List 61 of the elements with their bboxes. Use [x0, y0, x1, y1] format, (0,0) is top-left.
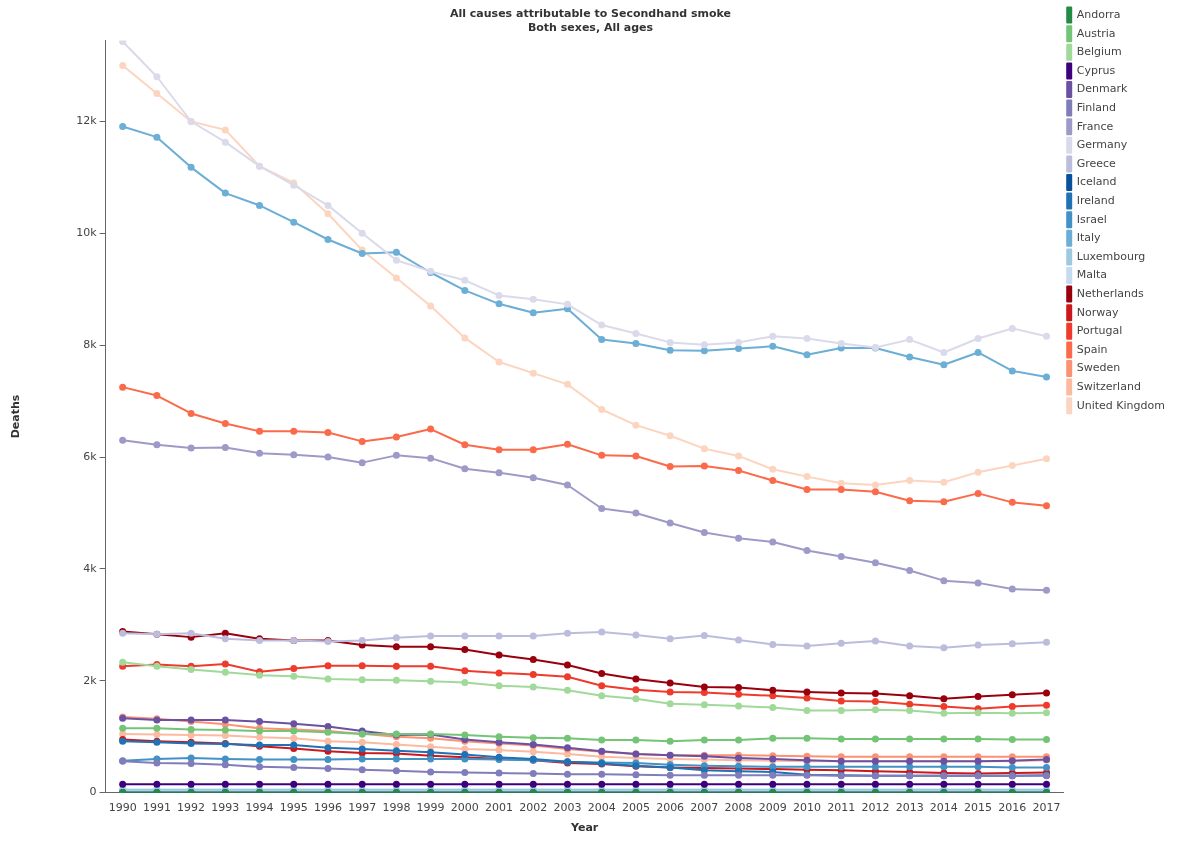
legend-label: Denmark	[1076, 82, 1128, 96]
y-tick-label: 10k	[76, 226, 98, 240]
x-tick-label: 2009	[758, 801, 787, 815]
x-tick-label: 2007	[690, 801, 719, 815]
legend-label: Malta	[1076, 268, 1108, 282]
x-tick-label: 2015	[964, 801, 993, 815]
legend-label: Greece	[1076, 156, 1117, 170]
x-tick-label: 2001	[485, 801, 514, 815]
legend-label: Finland	[1076, 100, 1117, 114]
x-tick-label: 2014	[929, 801, 958, 815]
x-tick-label: 2000	[450, 801, 479, 815]
legend-label: Cyprus	[1076, 63, 1116, 77]
legend-label: Norway	[1076, 305, 1119, 319]
x-tick-label: 2003	[553, 801, 582, 815]
y-axis-title: Deaths	[9, 394, 23, 439]
x-tick-label: 2010	[792, 801, 821, 815]
x-tick-label: 1997	[348, 801, 377, 815]
y-tick-label: 2k	[83, 673, 98, 687]
legend-label: Netherlands	[1076, 286, 1145, 300]
legend-label: Sweden	[1076, 361, 1121, 375]
legend-label: Portugal	[1076, 324, 1123, 338]
legend-label: Israel	[1076, 212, 1107, 226]
x-tick-label: 1998	[382, 801, 411, 815]
x-tick-label: 1992	[177, 801, 206, 815]
legend-label: France	[1076, 119, 1114, 133]
x-tick-label: 1993	[211, 801, 240, 815]
x-tick-label: 1991	[142, 801, 171, 815]
x-tick-label: 1996	[313, 801, 342, 815]
legend-label: Switzerland	[1076, 379, 1141, 393]
x-tick-label: 2005	[621, 801, 650, 815]
x-tick-label: 2002	[519, 801, 548, 815]
x-axis-title: Year	[569, 821, 599, 835]
legend-label: Italy	[1076, 231, 1102, 245]
x-tick-label: 2013	[895, 801, 924, 815]
y-tick-label: 6k	[83, 449, 98, 463]
legend-label: Belgium	[1076, 45, 1122, 59]
x-tick-label: 2016	[998, 801, 1027, 815]
y-tick-label: 0	[89, 785, 97, 799]
legend-label: Ireland	[1076, 193, 1115, 207]
legend-label: Austria	[1076, 26, 1116, 40]
y-tick-label: 4k	[83, 561, 98, 575]
legend-label: United Kingdom	[1076, 398, 1166, 412]
legend-label: Germany	[1076, 138, 1128, 152]
chart-subtitle: Both sexes, All ages	[527, 20, 654, 34]
x-tick-label: 2012	[861, 801, 890, 815]
legend-label: Luxembourg	[1076, 249, 1146, 263]
x-tick-label: 1990	[108, 801, 137, 815]
y-tick-label: 8k	[83, 338, 98, 352]
y-tick-label: 12k	[76, 114, 98, 128]
x-tick-label: 2004	[587, 801, 616, 815]
legend-label: Iceland	[1076, 175, 1117, 189]
legend-label: Spain	[1076, 342, 1108, 356]
x-tick-label: 2006	[656, 801, 685, 815]
x-tick-label: 2011	[827, 801, 856, 815]
chart-title: All causes attributable to Secondhand smoke	[449, 7, 732, 21]
x-tick-label: 2017	[1032, 801, 1061, 815]
x-tick-label: 1994	[245, 801, 274, 815]
x-tick-label: 2008	[724, 801, 753, 815]
x-tick-label: 1999	[416, 801, 445, 815]
legend-label: Andorra	[1076, 7, 1121, 21]
x-tick-label: 1995	[279, 801, 308, 815]
